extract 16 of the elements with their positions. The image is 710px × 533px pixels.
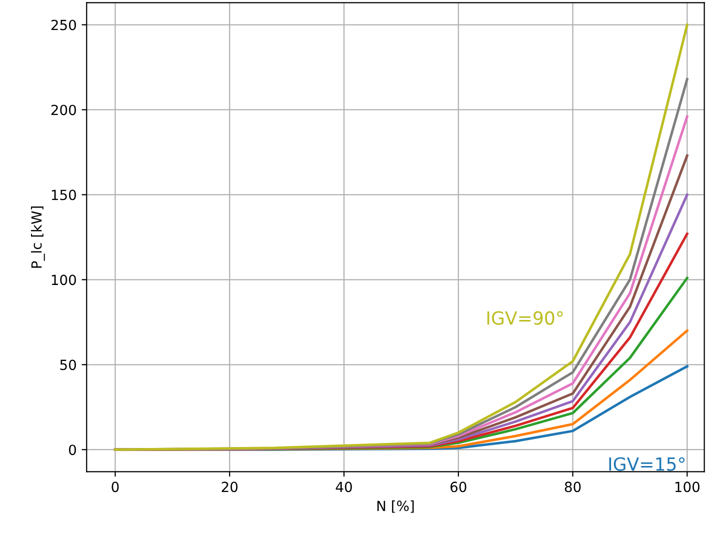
y-tick-label: 0: [68, 444, 76, 456]
x-tick-label: 40: [336, 482, 352, 492]
x-tick-label: 0: [112, 482, 119, 492]
y-tick-label: 50: [60, 360, 76, 370]
x-axis-title: N [%]: [377, 500, 414, 513]
x-tick-label: 60: [450, 482, 466, 492]
y-tick-label: 200: [51, 104, 76, 116]
x-tick-label: 20: [222, 482, 238, 492]
y-axis-title: P_lc [kW]: [31, 206, 45, 268]
x-tick-label: 80: [564, 482, 581, 492]
y-tick-label: 150: [52, 190, 76, 200]
x-tick-label: 100: [675, 482, 700, 492]
y-tick-label: 250: [51, 20, 76, 30]
text: IGV=15°: [609, 457, 685, 471]
y-tick-label: 100: [52, 274, 76, 286]
series-label: IGV=90°: [487, 311, 563, 325]
